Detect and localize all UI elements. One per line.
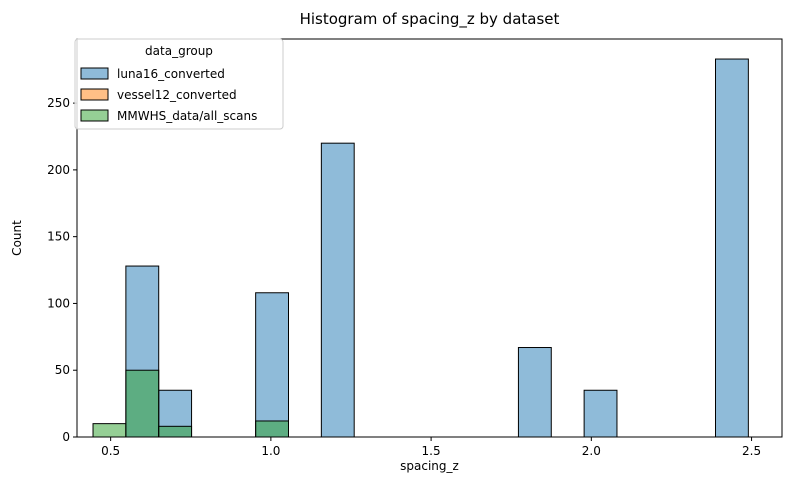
plot-frame bbox=[76, 38, 783, 438]
bar-luna16-converted-3 bbox=[320, 142, 355, 438]
x-axis-ticks: 0.5 1.0 1.5 2.0 2.5 bbox=[101, 437, 761, 458]
bar-mmwhs-data-all-scans-1 bbox=[125, 369, 160, 438]
y-tick-label: 250 bbox=[47, 96, 70, 110]
x-tick-label: 0.5 bbox=[101, 444, 120, 458]
bar-luna16-converted-5 bbox=[583, 389, 618, 438]
bar-mmwhs-data-all-scans-3 bbox=[255, 420, 290, 438]
y-tick-label: 100 bbox=[47, 296, 70, 310]
legend-label: MMWHS_data/all_scans bbox=[117, 109, 257, 123]
y-tick-label: 0 bbox=[62, 430, 70, 444]
legend-label: luna16_converted bbox=[117, 67, 225, 81]
bar-luna16-converted-2 bbox=[255, 292, 290, 438]
y-tick-label: 150 bbox=[47, 230, 70, 244]
x-axis-label: spacing_z bbox=[400, 459, 459, 473]
x-tick-label: 1.0 bbox=[261, 444, 280, 458]
legend[interactable]: data_group luna16_converted vessel12_conv… bbox=[74, 38, 284, 130]
legend-frame bbox=[74, 38, 284, 130]
x-tick-label: 2.0 bbox=[582, 444, 601, 458]
x-tick-label: 1.5 bbox=[422, 444, 441, 458]
chart-title: Histogram of spacing_z by dataset bbox=[300, 10, 560, 29]
bar-luna16-converted-4 bbox=[517, 347, 552, 438]
legend-item-luna16-converted[interactable]: luna16_converted bbox=[80, 67, 225, 81]
y-tick-label: 50 bbox=[55, 363, 70, 377]
bar-mmwhs-data-all-scans-0 bbox=[92, 423, 127, 438]
legend-title: data_group bbox=[145, 44, 213, 58]
legend-label: vessel12_converted bbox=[117, 88, 237, 102]
legend-swatch bbox=[80, 88, 109, 101]
x-tick-label: 2.5 bbox=[742, 444, 761, 458]
y-axis-label: Count bbox=[10, 220, 24, 256]
legend-item-vessel12-converted[interactable]: vessel12_converted bbox=[80, 88, 237, 102]
legend-swatch bbox=[80, 109, 109, 122]
y-axis-ticks: 0 50 100 150 200 250 bbox=[47, 96, 77, 444]
bar-mmwhs-data-all-scans-2 bbox=[158, 425, 193, 438]
y-tick-label: 200 bbox=[47, 163, 70, 177]
legend-item-mmwhs-data-all-scans[interactable]: MMWHS_data/all_scans bbox=[80, 109, 257, 123]
legend-swatch bbox=[80, 67, 109, 80]
bars-layer bbox=[92, 58, 749, 438]
bar-luna16-converted-6 bbox=[715, 58, 749, 438]
